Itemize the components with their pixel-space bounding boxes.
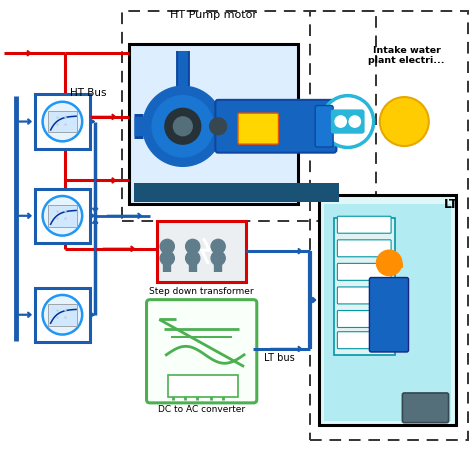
FancyBboxPatch shape bbox=[134, 183, 339, 201]
Circle shape bbox=[211, 239, 225, 254]
Circle shape bbox=[349, 116, 360, 127]
Circle shape bbox=[210, 118, 227, 135]
Circle shape bbox=[186, 251, 200, 265]
FancyBboxPatch shape bbox=[36, 288, 90, 342]
Text: HT Pump motor: HT Pump motor bbox=[170, 9, 257, 19]
Circle shape bbox=[143, 86, 223, 166]
FancyBboxPatch shape bbox=[334, 218, 395, 355]
FancyBboxPatch shape bbox=[48, 111, 76, 132]
FancyBboxPatch shape bbox=[146, 300, 257, 403]
FancyBboxPatch shape bbox=[332, 110, 364, 133]
Circle shape bbox=[335, 116, 346, 127]
Circle shape bbox=[211, 251, 225, 265]
Circle shape bbox=[43, 102, 82, 141]
FancyBboxPatch shape bbox=[315, 106, 333, 147]
FancyBboxPatch shape bbox=[324, 204, 451, 421]
Circle shape bbox=[43, 295, 82, 335]
Text: LT: LT bbox=[444, 198, 459, 210]
FancyBboxPatch shape bbox=[377, 263, 403, 268]
Circle shape bbox=[43, 196, 82, 236]
FancyBboxPatch shape bbox=[337, 240, 391, 257]
Circle shape bbox=[160, 239, 174, 254]
FancyBboxPatch shape bbox=[337, 332, 391, 349]
FancyBboxPatch shape bbox=[319, 195, 456, 426]
FancyBboxPatch shape bbox=[36, 94, 90, 149]
FancyBboxPatch shape bbox=[48, 304, 76, 326]
FancyBboxPatch shape bbox=[337, 264, 391, 280]
Text: LT bus: LT bus bbox=[264, 353, 295, 364]
Text: Intake water
plant electri...: Intake water plant electri... bbox=[368, 46, 445, 65]
FancyBboxPatch shape bbox=[48, 205, 76, 227]
Circle shape bbox=[186, 239, 200, 254]
Circle shape bbox=[152, 96, 213, 157]
FancyBboxPatch shape bbox=[215, 100, 337, 153]
FancyBboxPatch shape bbox=[369, 277, 409, 352]
Circle shape bbox=[322, 96, 374, 147]
Text: DC to AC converter: DC to AC converter bbox=[158, 405, 245, 414]
FancyBboxPatch shape bbox=[337, 287, 391, 304]
Text: Step down transformer: Step down transformer bbox=[149, 287, 254, 296]
Bar bbox=[121, 11, 376, 220]
Circle shape bbox=[173, 117, 192, 136]
FancyBboxPatch shape bbox=[337, 216, 391, 233]
Circle shape bbox=[380, 97, 429, 146]
FancyBboxPatch shape bbox=[128, 44, 298, 204]
Circle shape bbox=[376, 250, 402, 276]
Circle shape bbox=[160, 251, 174, 265]
FancyBboxPatch shape bbox=[337, 310, 391, 328]
FancyBboxPatch shape bbox=[168, 375, 238, 397]
Circle shape bbox=[165, 109, 201, 144]
FancyBboxPatch shape bbox=[36, 189, 90, 243]
Bar bbox=[310, 11, 468, 439]
FancyBboxPatch shape bbox=[402, 393, 448, 423]
FancyBboxPatch shape bbox=[157, 220, 246, 282]
FancyBboxPatch shape bbox=[238, 113, 278, 144]
Text: HT Bus: HT Bus bbox=[70, 88, 107, 98]
